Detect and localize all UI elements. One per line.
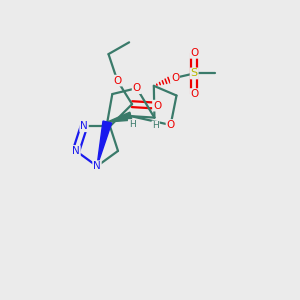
Text: O: O xyxy=(167,120,175,130)
Text: O: O xyxy=(190,48,198,58)
Text: O: O xyxy=(113,76,122,85)
Text: O: O xyxy=(190,89,198,99)
Text: O: O xyxy=(133,83,141,93)
Text: N: N xyxy=(93,161,101,171)
Polygon shape xyxy=(97,121,112,166)
Text: S: S xyxy=(190,68,198,78)
Text: O: O xyxy=(153,100,161,111)
Polygon shape xyxy=(107,112,132,122)
Text: O: O xyxy=(171,73,179,83)
Text: N: N xyxy=(80,121,88,131)
Text: N: N xyxy=(72,146,80,156)
Text: H: H xyxy=(152,122,159,130)
Text: H: H xyxy=(129,120,135,129)
